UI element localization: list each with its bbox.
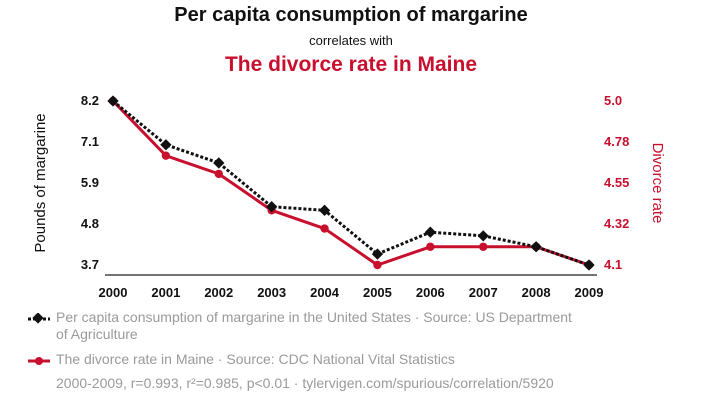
point-margarine — [213, 157, 225, 169]
chart-series — [107, 95, 595, 271]
point-margarine — [424, 226, 436, 238]
y-tick-label: 5.9 — [81, 175, 99, 190]
legend-marker-margarine — [28, 313, 50, 324]
y-tick-label: 8.2 — [81, 93, 99, 108]
x-tick-label: 2002 — [204, 285, 233, 300]
y2-tick-label: 4.55 — [604, 175, 629, 190]
point-margarine — [318, 204, 331, 216]
legend-entry-margarine: Per capita consumption of margarine in t… — [28, 309, 576, 343]
x-tick-label: 2007 — [469, 285, 498, 300]
y2-tick-label: 4.78 — [604, 134, 629, 149]
point-margarine — [583, 259, 595, 271]
y-tick-label: 4.8 — [81, 216, 99, 231]
y-tick-label: 3.7 — [81, 257, 99, 272]
legend-label-margarine: Per capita consumption of margarine in t… — [56, 309, 572, 342]
x-tick-label: 2004 — [310, 285, 340, 300]
point-margarine — [160, 139, 172, 151]
point-margarine — [371, 248, 384, 260]
x-tick-label: 2000 — [99, 285, 128, 300]
series-line-margarine — [112, 99, 590, 267]
chart-title-secondary: The divorce rate in Maine — [224, 53, 478, 76]
y-tick-label: 7.1 — [81, 134, 99, 149]
series-line-divorce — [111, 99, 590, 267]
y2-axis-label: Divorce rate — [649, 143, 666, 224]
x-tick-label: 2005 — [363, 285, 392, 300]
y-axis-label: Pounds of margarine — [32, 113, 49, 252]
point-divorce — [373, 260, 382, 270]
point-margarine — [530, 241, 542, 253]
chart-axes: 2000 2001 2002 2003 2004 2005 2006 2007 2008 2009… — [32, 93, 666, 300]
y2-tick-label: 4.1 — [604, 257, 622, 272]
point-divorce — [426, 242, 435, 251]
legend-entry-divorce: The divorce rate in Maine · Source: CDC … — [28, 351, 576, 368]
point-margarine — [266, 201, 278, 213]
x-tick-label: 2003 — [257, 285, 286, 300]
x-tick-label: 2001 — [151, 285, 180, 300]
chart-subtitle: correlates with — [309, 33, 393, 48]
x-tick-label: 2006 — [416, 285, 445, 300]
legend-label-divorce: The divorce rate in Maine · Source: CDC … — [56, 351, 455, 367]
point-divorce — [161, 151, 171, 160]
x-tick-label: 2008 — [522, 285, 551, 300]
y2-tick-label: 5.0 — [604, 93, 622, 108]
x-tick-label: 2009 — [575, 285, 604, 300]
chart-footer: 2000-2009, r=0.993, r²=0.985, p<0.01 · t… — [56, 375, 554, 391]
point-divorce — [320, 224, 329, 233]
legend-marker-divorce — [28, 357, 50, 365]
point-margarine — [477, 230, 489, 242]
chart-title: Per capita consumption of margarine — [174, 4, 528, 26]
y2-tick-label: 4.32 — [604, 216, 629, 231]
point-divorce — [214, 169, 223, 179]
point-divorce — [479, 242, 488, 251]
